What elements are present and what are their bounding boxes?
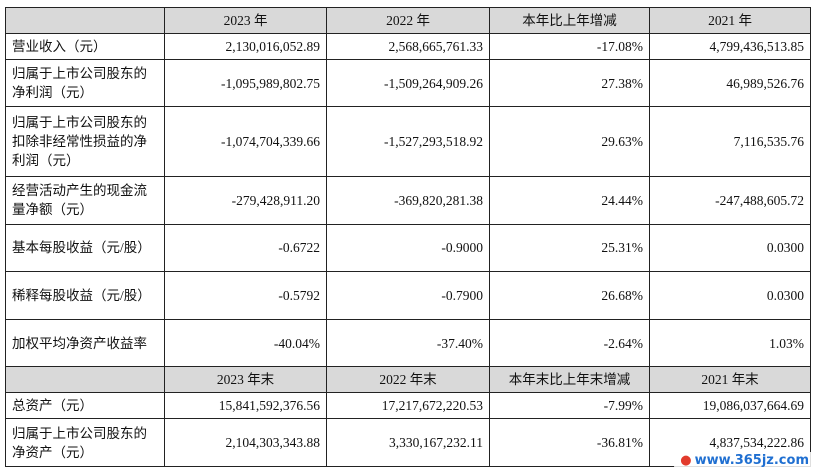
cell-2021: -247,488,605.72 — [649, 175, 811, 225]
table-row-total-assets: 总资产（元） 15,841,592,376.56 17,217,672,220.… — [5, 392, 811, 420]
header-cell-2023: 2023 年 — [164, 7, 327, 34]
table-row-net-profit-deducted: 归属于上市公司股东的扣除非经常性损益的净利润（元） -1,074,704,339… — [5, 106, 811, 177]
cell-2023: -40.04% — [164, 318, 327, 368]
row-label: 加权平均净资产收益率 — [5, 318, 165, 368]
table-row-net-profit: 归属于上市公司股东的净利润（元） -1,095,989,802.75 -1,50… — [5, 58, 811, 108]
table-row-basic-eps: 基本每股收益（元/股） -0.6722 -0.9000 25.31% 0.030… — [5, 223, 811, 273]
site-watermark: ● www.365jz.com — [674, 452, 815, 469]
cell-2023: -279,428,911.20 — [164, 175, 327, 225]
row-label: 总资产（元） — [5, 392, 165, 420]
cell-2022: 2,568,665,761.33 — [326, 32, 490, 60]
cell-2023: -1,095,989,802.75 — [164, 58, 327, 108]
header-cell-blank — [5, 366, 165, 394]
cell-2022: -1,509,264,909.26 — [326, 58, 490, 108]
header-cell-blank — [5, 7, 165, 34]
row-label: 归属于上市公司股东的净资产（元） — [5, 418, 165, 467]
cell-2021: 1.03% — [649, 318, 811, 368]
cell-change: 29.63% — [489, 106, 650, 177]
financial-data-table: 2023 年 2022 年 本年比上年增减 2021 年 营业收入（元） 2,1… — [5, 7, 811, 467]
cell-2021: 0.0300 — [649, 223, 811, 273]
cell-change: 24.44% — [489, 175, 650, 225]
globe-icon: ● — [680, 453, 692, 468]
header-row-annual: 2023 年 2022 年 本年比上年增减 2021 年 — [5, 7, 811, 34]
table-row-weighted-roe: 加权平均净资产收益率 -40.04% -37.40% -2.64% 1.03% — [5, 318, 811, 368]
cell-change: 26.68% — [489, 271, 650, 320]
table-row-diluted-eps: 稀释每股收益（元/股） -0.5792 -0.7900 26.68% 0.030… — [5, 271, 811, 320]
cell-2023: -0.5792 — [164, 271, 327, 320]
cell-2022: 3,330,167,232.11 — [326, 418, 490, 467]
cell-2021: 4,799,436,513.85 — [649, 32, 811, 60]
cell-2023: -1,074,704,339.66 — [164, 106, 327, 177]
header-cell-2023-end: 2023 年末 — [164, 366, 327, 394]
cell-change: -7.99% — [489, 392, 650, 420]
cell-2022: 17,217,672,220.53 — [326, 392, 490, 420]
row-label: 经营活动产生的现金流量净额（元） — [5, 175, 165, 225]
cell-change: -17.08% — [489, 32, 650, 60]
watermark-text: www.365jz.com — [694, 453, 809, 468]
cell-2022: -0.7900 — [326, 271, 490, 320]
row-label: 归属于上市公司股东的扣除非经常性损益的净利润（元） — [5, 106, 165, 177]
header-cell-2022: 2022 年 — [326, 7, 490, 34]
cell-change: 27.38% — [489, 58, 650, 108]
cell-2023: -0.6722 — [164, 223, 327, 273]
cell-2021: 7,116,535.76 — [649, 106, 811, 177]
row-label: 基本每股收益（元/股） — [5, 223, 165, 273]
cell-change: -36.81% — [489, 418, 650, 467]
row-label: 归属于上市公司股东的净利润（元） — [5, 58, 165, 108]
cell-2022: -1,527,293,518.92 — [326, 106, 490, 177]
cell-2023: 2,130,016,052.89 — [164, 32, 327, 60]
cell-2022: -369,820,281.38 — [326, 175, 490, 225]
row-label: 稀释每股收益（元/股） — [5, 271, 165, 320]
cell-2023: 15,841,592,376.56 — [164, 392, 327, 420]
cell-2023: 2,104,303,343.88 — [164, 418, 327, 467]
cell-2021: 46,989,526.76 — [649, 58, 811, 108]
header-cell-2021-end: 2021 年末 — [649, 366, 811, 394]
cell-2022: -0.9000 — [326, 223, 490, 273]
row-label: 营业收入（元） — [5, 32, 165, 60]
header-cell-change: 本年比上年增减 — [489, 7, 650, 34]
cell-2022: -37.40% — [326, 318, 490, 368]
cell-change: -2.64% — [489, 318, 650, 368]
header-cell-2021: 2021 年 — [649, 7, 811, 34]
cell-2021: 19,086,037,664.69 — [649, 392, 811, 420]
header-cell-2022-end: 2022 年末 — [326, 366, 490, 394]
header-row-year-end: 2023 年末 2022 年末 本年末比上年末增减 2021 年末 — [5, 366, 811, 394]
cell-2021: 0.0300 — [649, 271, 811, 320]
header-cell-change-end: 本年末比上年末增减 — [489, 366, 650, 394]
cell-change: 25.31% — [489, 223, 650, 273]
table-row-operating-cash-flow: 经营活动产生的现金流量净额（元） -279,428,911.20 -369,82… — [5, 175, 811, 225]
table-row-revenue: 营业收入（元） 2,130,016,052.89 2,568,665,761.3… — [5, 32, 811, 60]
